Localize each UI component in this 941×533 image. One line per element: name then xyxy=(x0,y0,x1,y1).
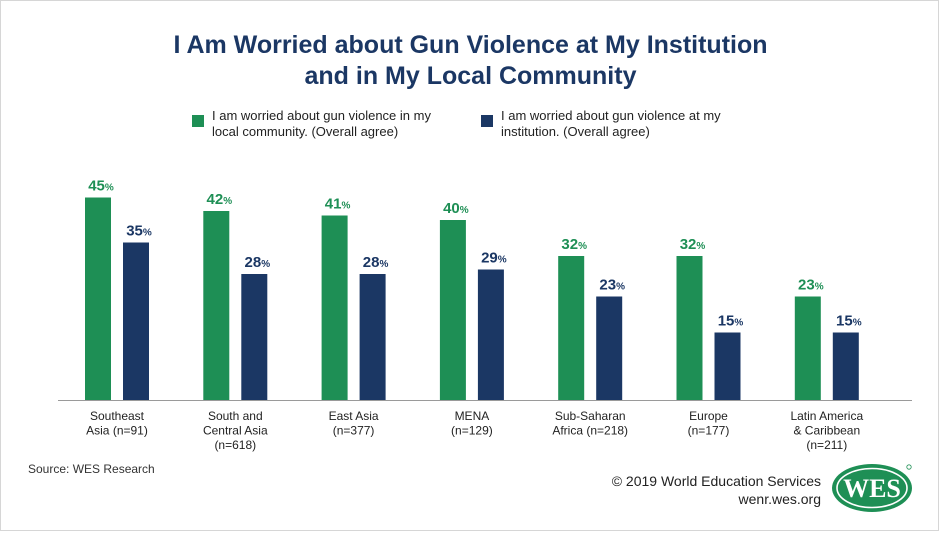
legend-swatch-green xyxy=(192,115,204,127)
data-label-unit: % xyxy=(460,205,469,216)
data-label-unit: % xyxy=(616,282,625,293)
data-label-unit: % xyxy=(815,282,824,293)
data-label: 28% xyxy=(245,254,271,271)
x-tick-label: Southeast xyxy=(90,409,145,423)
data-label-unit: % xyxy=(223,196,232,207)
x-tick-label: South and xyxy=(208,409,263,423)
data-label-unit: % xyxy=(696,241,705,252)
bar-institution xyxy=(359,274,386,400)
website-text: wenr.wes.org xyxy=(738,491,821,507)
bar-local xyxy=(558,256,585,400)
data-label-value: 28 xyxy=(245,254,262,271)
data-label: 45% xyxy=(88,178,114,195)
data-label-unit: % xyxy=(261,259,270,270)
logo-text: WES xyxy=(843,474,901,503)
data-label-unit: % xyxy=(853,318,862,329)
copyright-block: © 2019 World Education Services wenr.wes… xyxy=(612,472,821,508)
data-label-unit: % xyxy=(379,259,388,270)
bar-institution xyxy=(714,332,741,400)
data-label-value: 45 xyxy=(88,178,105,195)
data-label-value: 28 xyxy=(363,254,380,271)
data-label: 40% xyxy=(443,200,469,217)
data-label-value: 40 xyxy=(443,200,460,217)
x-tick-label: East Asia xyxy=(329,409,379,423)
x-tick-label: (n=377) xyxy=(333,424,375,438)
legend-label-line: institution. (Overall agree) xyxy=(501,124,650,139)
bar-local xyxy=(321,215,348,400)
bar-institution xyxy=(832,332,859,400)
data-label-value: 35 xyxy=(126,223,143,240)
bar-institution xyxy=(241,274,268,400)
x-tick-label: (n=177) xyxy=(688,424,730,438)
data-label-value: 15 xyxy=(836,313,853,330)
x-tick-label: & Caribbean xyxy=(793,424,860,438)
data-label-unit: % xyxy=(578,241,587,252)
data-label-value: 32 xyxy=(561,236,578,253)
source-note: Source: WES Research xyxy=(28,462,155,476)
bar-local xyxy=(794,296,821,400)
data-label: 28% xyxy=(363,254,389,271)
chart-title-line-2: and in My Local Community xyxy=(304,62,637,90)
data-label-value: 23 xyxy=(798,277,815,294)
legend-label-line: I am worried about gun violence at my xyxy=(501,108,721,123)
bar-institution xyxy=(123,242,149,400)
bar-local xyxy=(676,256,703,400)
bar-local xyxy=(439,220,466,400)
x-tick-label: (n=211) xyxy=(806,438,847,452)
data-label-unit: % xyxy=(105,183,114,194)
data-label: 32% xyxy=(561,236,587,253)
x-tick-label: Africa (n=218) xyxy=(552,424,628,438)
data-label-value: 32 xyxy=(680,236,697,253)
chart-title: I Am Worried about Gun Violence at My In… xyxy=(0,30,941,92)
data-label: 15% xyxy=(718,313,744,330)
data-label: 35% xyxy=(126,223,152,240)
bar-local xyxy=(203,211,230,400)
chart-title-line-1: I Am Worried about Gun Violence at My In… xyxy=(173,31,768,59)
data-label-value: 15 xyxy=(718,313,735,330)
data-label: 29% xyxy=(481,250,507,267)
data-label-unit: % xyxy=(498,255,507,266)
x-tick-label: Latin America xyxy=(790,409,863,423)
data-label-unit: % xyxy=(734,318,743,329)
data-label-value: 41 xyxy=(325,196,342,213)
data-label-value: 29 xyxy=(481,250,498,267)
legend-label-line: local community. (Overall agree) xyxy=(212,124,399,139)
data-label-unit: % xyxy=(143,228,152,239)
x-tick-label: (n=129) xyxy=(451,424,493,438)
bar-institution xyxy=(477,269,504,400)
bar-local xyxy=(85,197,111,400)
copyright-text: © 2019 World Education Services xyxy=(611,473,821,489)
data-label: 15% xyxy=(836,313,862,330)
x-tick-label: Sub-Saharan xyxy=(555,409,626,423)
x-tick-label: Europe xyxy=(689,409,728,423)
x-tick-label: Asia (n=91) xyxy=(86,424,148,438)
legend-label-institution: I am worried about gun violence at my in… xyxy=(501,108,761,140)
data-label-value: 42 xyxy=(207,191,224,208)
data-label-unit: % xyxy=(341,201,350,212)
data-label: 23% xyxy=(798,277,824,294)
data-label: 23% xyxy=(599,277,625,294)
legend-swatch-navy xyxy=(481,115,493,127)
data-label: 41% xyxy=(325,196,351,213)
data-label: 42% xyxy=(207,191,233,208)
x-tick-label: (n=618) xyxy=(214,438,256,452)
legend-label-line: I am worried about gun violence in my xyxy=(212,108,431,123)
data-label: 32% xyxy=(680,236,706,253)
bar-institution xyxy=(596,296,623,400)
x-tick-label: Central Asia xyxy=(203,424,268,438)
data-label-value: 23 xyxy=(599,277,616,294)
x-tick-label: MENA xyxy=(455,409,490,423)
legend-label-local-community: I am worried about gun violence in my lo… xyxy=(212,108,472,140)
wes-logo-icon: WES xyxy=(832,464,912,512)
